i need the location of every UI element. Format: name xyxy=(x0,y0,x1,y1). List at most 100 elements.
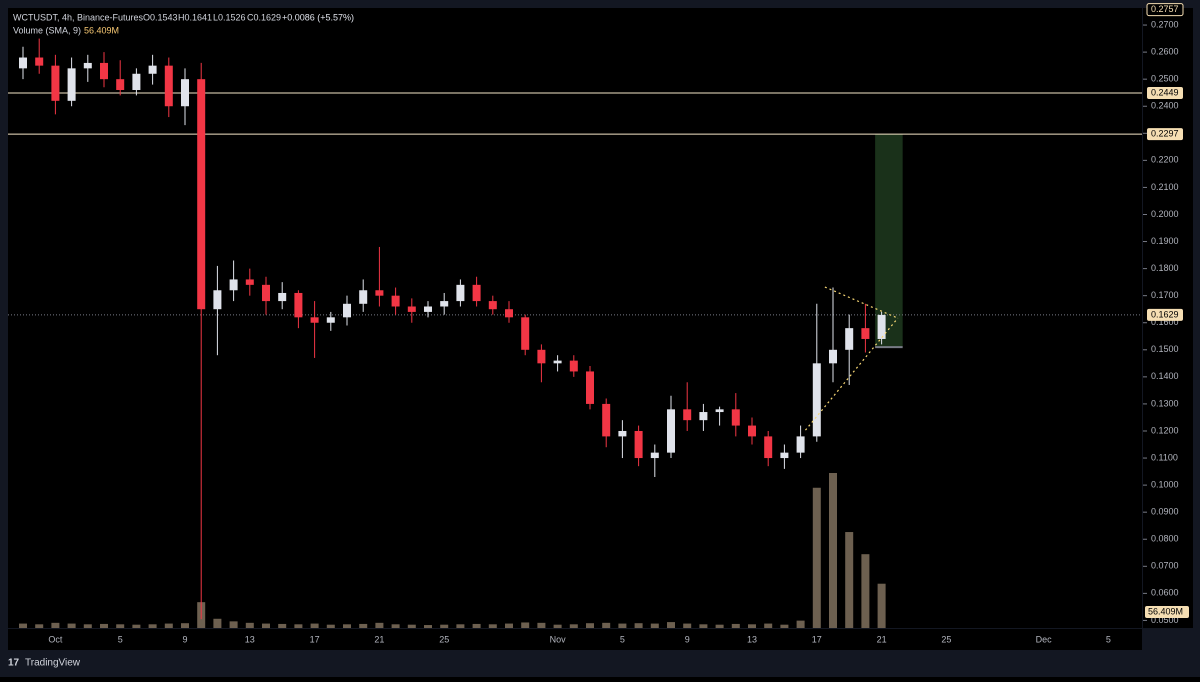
price-tag-label: 0.2449 xyxy=(1151,87,1179,97)
x-tick-label: Nov xyxy=(550,634,567,644)
y-tick-label: 0.1000 xyxy=(1151,479,1179,489)
candle-body xyxy=(764,436,773,459)
volume-bar xyxy=(310,623,319,628)
y-tick-label: 0.1200 xyxy=(1151,425,1179,435)
candle-body xyxy=(19,57,27,69)
candle-body xyxy=(488,301,497,310)
price-tag xyxy=(1147,86,1183,99)
volume-bar xyxy=(634,623,643,628)
volume-bar xyxy=(35,624,44,628)
x-tick-label: 9 xyxy=(182,634,187,644)
candle-body xyxy=(650,452,659,459)
candle-body xyxy=(359,290,368,304)
candle-body xyxy=(812,363,821,437)
pattern-line xyxy=(804,317,899,431)
volume-bar xyxy=(132,624,141,628)
candle-body xyxy=(310,317,319,323)
x-tick-label: Dec xyxy=(1036,634,1053,644)
candle-body xyxy=(164,65,173,107)
x-tick-label: Oct xyxy=(48,634,63,644)
candle-body xyxy=(67,68,76,101)
x-tick-label: 5 xyxy=(620,634,625,644)
candle-body xyxy=(424,306,432,312)
volume-bar xyxy=(375,622,384,628)
high-tag-label: 0.2757 xyxy=(1151,4,1179,14)
candle-body xyxy=(326,317,335,323)
volume-bar xyxy=(245,622,254,628)
candle-body xyxy=(148,65,157,74)
y-tick-label: 0.1100 xyxy=(1151,452,1178,462)
volume-bar xyxy=(488,624,497,628)
volume-bar xyxy=(67,623,76,628)
volume-bar xyxy=(521,622,530,628)
x-tick-label: 5 xyxy=(118,634,123,644)
candle-body xyxy=(796,436,805,453)
y-tick-label: 0.2500 xyxy=(1151,74,1179,84)
x-tick-label: 25 xyxy=(941,634,951,644)
candle-body xyxy=(132,73,141,90)
ohlc-low: L0.1526 xyxy=(213,12,246,22)
volume-value: 56.409M xyxy=(84,25,119,35)
candle-body xyxy=(245,279,254,285)
candle-body xyxy=(181,79,189,107)
candle-body xyxy=(861,328,870,339)
candle-body xyxy=(845,328,854,350)
volume-bar xyxy=(100,623,108,628)
candle-body xyxy=(343,303,351,318)
candle-body xyxy=(407,306,416,312)
volume-bar xyxy=(683,623,692,628)
candle-body xyxy=(537,349,546,364)
candle-body xyxy=(667,409,675,453)
y-tick-label: 0.2700 xyxy=(1151,19,1179,29)
volume-bar xyxy=(148,624,157,628)
y-tick-label: 0.1800 xyxy=(1151,263,1179,273)
candle-body xyxy=(116,79,125,90)
volume-bar xyxy=(391,624,400,628)
y-tick-label: 0.2200 xyxy=(1151,155,1179,165)
x-tick-label: 17 xyxy=(310,634,320,644)
brand: TradingView xyxy=(25,658,81,669)
volume-bar xyxy=(569,624,578,628)
x-tick-label: 25 xyxy=(439,634,449,644)
y-tick-label: 0.2000 xyxy=(1151,209,1179,219)
y-tick-label: 0.1300 xyxy=(1151,398,1179,408)
y-tick-label: 0.1400 xyxy=(1151,371,1179,381)
symbol: WCTUSDT, 4h, Binance-Futures xyxy=(13,12,144,22)
volume-bar xyxy=(861,554,870,628)
candle-body xyxy=(505,309,513,318)
y-tick-label: 0.0700 xyxy=(1151,561,1179,571)
candle-body xyxy=(100,62,108,80)
candle-body xyxy=(683,409,692,421)
volume-bar xyxy=(715,624,724,628)
volume-bar xyxy=(213,618,222,628)
candle-body xyxy=(51,65,60,101)
y-tick-label: 0.2400 xyxy=(1151,101,1179,111)
x-tick-label: 9 xyxy=(685,634,690,644)
volume-bar xyxy=(796,620,805,628)
candle-body xyxy=(699,412,708,421)
volume-bar xyxy=(553,624,562,628)
candle-body xyxy=(35,57,44,66)
volume-tag-label: 56.409M xyxy=(1148,606,1183,616)
volume-bar xyxy=(602,622,611,628)
candle-body xyxy=(294,292,303,318)
price-tag-label: 0.2297 xyxy=(1151,128,1179,138)
y-tick-label: 0.2600 xyxy=(1151,46,1179,56)
volume-bar xyxy=(116,624,125,628)
last-price-label: 0.1629 xyxy=(1151,309,1179,319)
candle-body xyxy=(262,284,270,302)
volume-bar xyxy=(877,583,886,628)
volume-bar xyxy=(278,623,287,628)
pattern-line xyxy=(824,286,899,319)
candle-body xyxy=(829,349,837,364)
y-tick-label: 0.0600 xyxy=(1151,588,1179,598)
candle-body xyxy=(521,317,530,350)
brand-logo: 17 xyxy=(8,658,20,669)
candle-body xyxy=(213,290,222,310)
candle-body xyxy=(472,284,481,302)
volume-bar xyxy=(326,624,335,628)
volume-bar xyxy=(83,624,92,628)
candle-body xyxy=(731,409,740,426)
candle-body xyxy=(569,360,578,372)
